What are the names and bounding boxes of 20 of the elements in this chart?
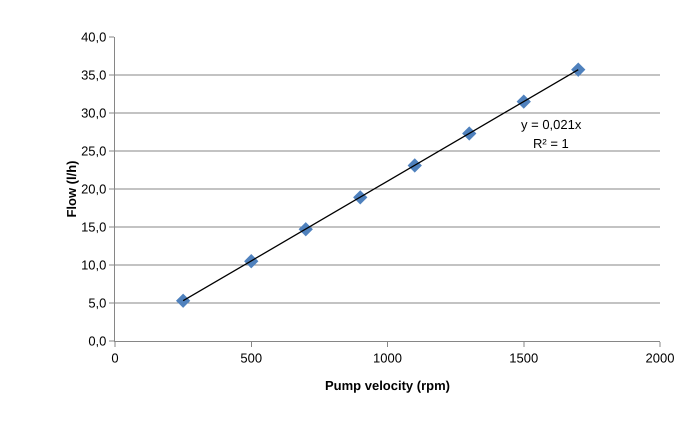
y-tick-label: 10,0: [81, 258, 106, 273]
x-tick-label: 1000: [373, 350, 402, 366]
x-tick-label: 2000: [646, 350, 674, 366]
annotation: R² = 1: [533, 136, 569, 151]
annotation: y = 0,021x: [521, 117, 582, 132]
point: [176, 294, 190, 308]
y-tick-label: 15,0: [81, 220, 106, 235]
x-axis-title: Pump velocity (rpm): [325, 378, 450, 393]
y-tick-label: 20,0: [81, 182, 106, 197]
x-tick-label: 0: [111, 350, 119, 366]
y-tick-label: 35,0: [81, 68, 106, 83]
point: [571, 62, 586, 77]
y-axis-title: Flow (l/h): [64, 160, 80, 218]
x-tick-label: 1500: [509, 350, 538, 366]
y-tick-label: 30,0: [81, 106, 106, 121]
x-tick-label: 500: [240, 350, 262, 366]
y-tick-label: 0,0: [88, 334, 106, 349]
y-tick-label: 25,0: [81, 144, 106, 159]
y-tick-label: 5,0: [88, 296, 106, 311]
y-tick-label: 40,0: [81, 30, 106, 45]
